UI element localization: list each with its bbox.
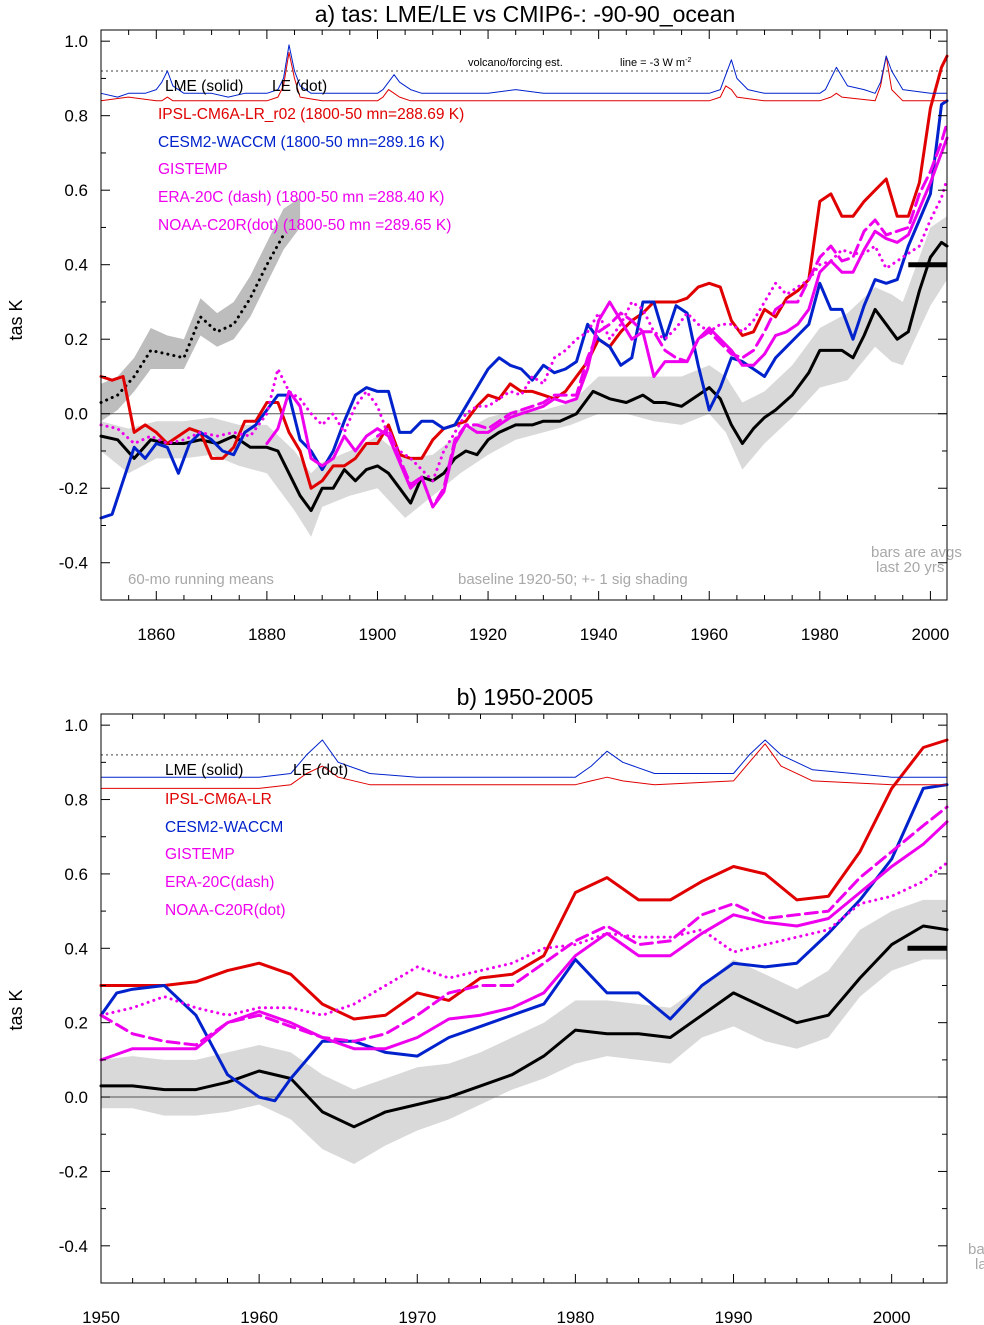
x-tick-label: 2000 [911,625,949,644]
x-tick-label: 1920 [469,625,507,644]
plot-area [99,44,949,537]
x-tick-label: 1860 [137,625,175,644]
y-tick-label: 0.6 [64,181,88,200]
legend-le-b: LE (dot) [293,762,348,779]
legend-era20c-b: ERA-20C(dash) [165,874,274,891]
x-tick-label: 1950 [82,1308,120,1325]
ipsl-cm6a-lr-r02-line [99,54,949,490]
panel-b: b) 1950-2005 tas K LME (solid) LE (dot) … [6,684,984,1325]
volcano-cesm-line [100,739,948,778]
bars-note-b-line1: ba [968,1241,984,1258]
panel-a: a) tas: LME/LE vs CMIP6-: -90-90_ocean t… [6,1,962,644]
gistemp-line [265,136,949,509]
volcano-label: volcano/forcing est. [468,57,563,69]
x-tick-label: 1960 [690,625,728,644]
panel-a-y-axis-label: tas K [6,299,26,340]
y-tick-label: -0.2 [59,1162,88,1181]
bars-note-line1: bars are avgs [871,544,962,561]
cesm2-waccm-line [99,783,949,1103]
volcano-ipsl-line [100,51,948,102]
y-tick-label: 0.6 [64,865,88,884]
y-tick-label: 0.2 [64,1014,88,1033]
x-tick-label: 2000 [873,1308,911,1325]
legend-ipsl: IPSL-CM6A-LR_r02 (1800-50 mn=288.69 K) [158,106,464,123]
noaa-c20r-line [99,177,949,483]
legend-ipsl-b: IPSL-CM6A-LR [165,791,272,808]
cesm2-waccm-line [99,99,949,520]
legend-cesm-b: CESM2-WACCM [165,819,283,836]
y-tick-label: 1.0 [64,32,88,51]
volcano-ipsl-line [100,743,948,789]
x-tick-label: 1960 [240,1308,278,1325]
x-tick-label: 1940 [580,625,618,644]
y-tick-label: 0.0 [64,1088,88,1107]
y-tick-label: 0.8 [64,791,88,810]
y-tick-label: 1.0 [64,716,88,735]
y-tick-label: -0.4 [59,1237,88,1256]
noaa-c20r-dot-line [99,861,949,1017]
bars-note-b-line2: la [975,1256,984,1273]
legend-gistemp-b: GISTEMP [165,846,235,863]
lme-shading-band [101,899,947,1164]
era-20c-dash-line [99,805,949,1047]
era-20c-line [376,121,949,509]
bars-note-line2: last 20 yrs [876,559,944,576]
y-tick-label: 0.2 [64,330,88,349]
x-tick-label: 1970 [398,1308,436,1325]
plot-frame [100,29,948,601]
x-tick-label: 1900 [359,625,397,644]
lme-solid-line [99,924,949,1129]
ipsl-cm6a-lr-line [99,738,949,1021]
le-shading-band [101,197,301,422]
legend-gistemp: GISTEMP [158,161,228,178]
y-tick-label: 0.4 [64,939,88,958]
lme-solid-line [99,240,949,513]
forcing-line-label: line = -3 W m-2 [620,57,691,69]
x-tick-label: 1880 [248,625,286,644]
running-mean-note: 60-mo running means [128,571,274,588]
x-tick-label: 1980 [556,1308,594,1325]
x-tick-label: 1990 [715,1308,753,1325]
legend-noaa-b: NOAA-C20R(dot) [165,902,286,919]
panel-b-y-axis-label: tas K [6,989,26,1030]
panel-a-title: a) tas: LME/LE vs CMIP6-: -90-90_ocean [315,1,736,27]
baseline-note: baseline 1920-50; +- 1 sig shading [458,571,688,588]
plot-frame [100,713,948,1284]
legend-lme-b: LME (solid) [165,762,243,779]
legend-cesm: CESM2-WACCM (1800-50 mn=289.16 K) [158,134,445,151]
legend-le: LE (dot) [272,78,327,95]
y-tick-label: -0.4 [59,554,88,573]
y-tick-label: 0.4 [64,256,88,275]
y-tick-label: 0.0 [64,405,88,424]
legend-lme: LME (solid) [165,78,243,95]
panel-b-title: b) 1950-2005 [457,684,594,710]
y-tick-label: 0.8 [64,107,88,126]
x-tick-label: 1980 [801,625,839,644]
volcano-cesm-line [100,44,948,98]
legend-noaa: NOAA-C20R(dot) (1800-50 mn =289.65 K) [158,217,451,234]
y-tick-label: -0.2 [59,479,88,498]
gistemp-line [99,820,949,1062]
legend-era20c: ERA-20C (dash) (1800-50 mn =288.40 K) [158,189,444,206]
